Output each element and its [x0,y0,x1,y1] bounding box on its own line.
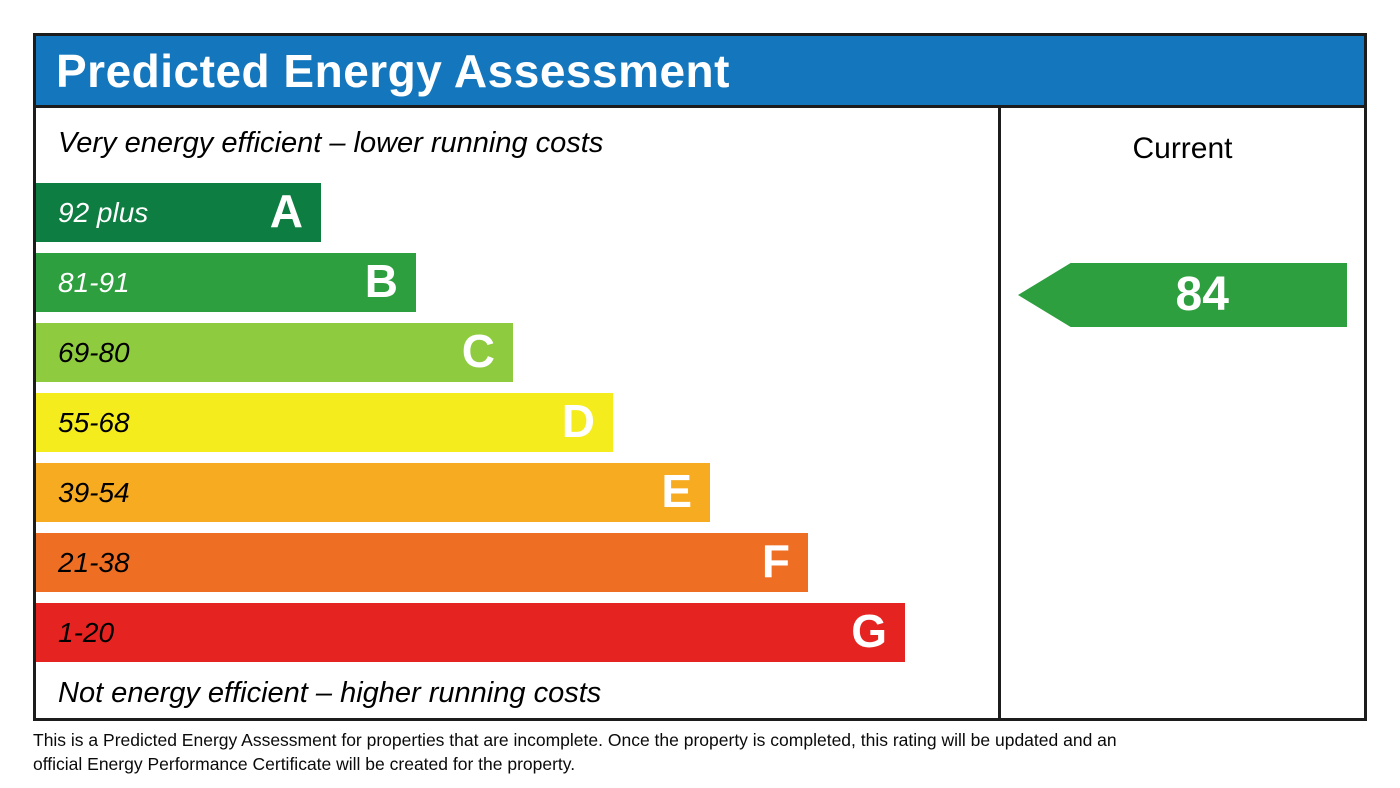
top-efficiency-note: Very energy efficient – lower running co… [58,127,604,159]
epc-band-c: 69-80 C [36,323,513,382]
current-column-header: Current [1132,132,1233,165]
band-range-label: 92 plus [58,196,149,228]
current-rating-arrow: 84 [1018,263,1347,327]
band-letter: B [364,254,398,307]
epc-header-bar: Predicted Energy Assessment [36,36,1364,108]
epc-band-d: 55-68 D [36,393,613,452]
band-range-label: 69-80 [58,336,130,368]
epc-band-f: 21-38 F [36,533,808,592]
rating-bands-panel: Very energy efficient – lower running co… [36,108,998,718]
band-letter: D [561,394,595,447]
page-title: Predicted Energy Assessment [56,44,730,97]
epc-band-b: 81-91 B [36,253,416,312]
band-letter: G [851,604,887,657]
band-letter: C [461,324,495,377]
band-letter: F [761,534,790,587]
footer-disclaimer-text: This is a Predicted Energy Assessment fo… [33,730,1117,774]
epc-band-e: 39-54 E [36,463,710,522]
rating-bands: 92 plus A 81-91 B 69-80 C 55-68 D [36,183,998,662]
band-letter: A [269,184,303,237]
epc-body: Very energy efficient – lower running co… [36,108,1364,718]
epc-band-g: 1-20 G [36,603,905,662]
band-letter: E [661,464,692,517]
band-range-label: 81-91 [58,266,130,298]
bottom-efficiency-note: Not energy efficient – higher running co… [58,677,602,709]
band-range-label: 21-38 [58,546,130,578]
band-range-label: 39-54 [58,476,130,508]
band-range-label: 55-68 [58,406,130,438]
current-rating-value: 84 [1175,268,1229,321]
band-range-label: 1-20 [58,616,115,648]
epc-chart-box: Predicted Energy Assessment Very energy … [33,33,1367,721]
epc-band-a: 92 plus A [36,183,321,242]
current-rating-panel: Current 84 [998,108,1364,718]
